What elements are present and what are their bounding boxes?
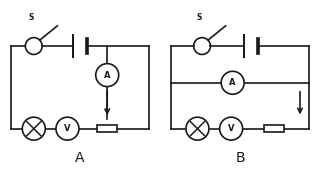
- Text: V: V: [64, 124, 71, 133]
- Circle shape: [56, 117, 79, 140]
- Circle shape: [220, 117, 243, 140]
- Text: A: A: [229, 78, 236, 87]
- Text: V: V: [228, 124, 234, 133]
- Bar: [97, 125, 117, 132]
- Bar: [264, 125, 284, 132]
- Text: A: A: [104, 71, 110, 80]
- Text: A: A: [75, 151, 84, 165]
- Circle shape: [221, 71, 244, 94]
- Text: B: B: [236, 151, 245, 165]
- Circle shape: [22, 117, 45, 140]
- Circle shape: [186, 117, 209, 140]
- Text: S: S: [197, 13, 202, 22]
- Text: S: S: [28, 13, 34, 22]
- Circle shape: [96, 64, 119, 87]
